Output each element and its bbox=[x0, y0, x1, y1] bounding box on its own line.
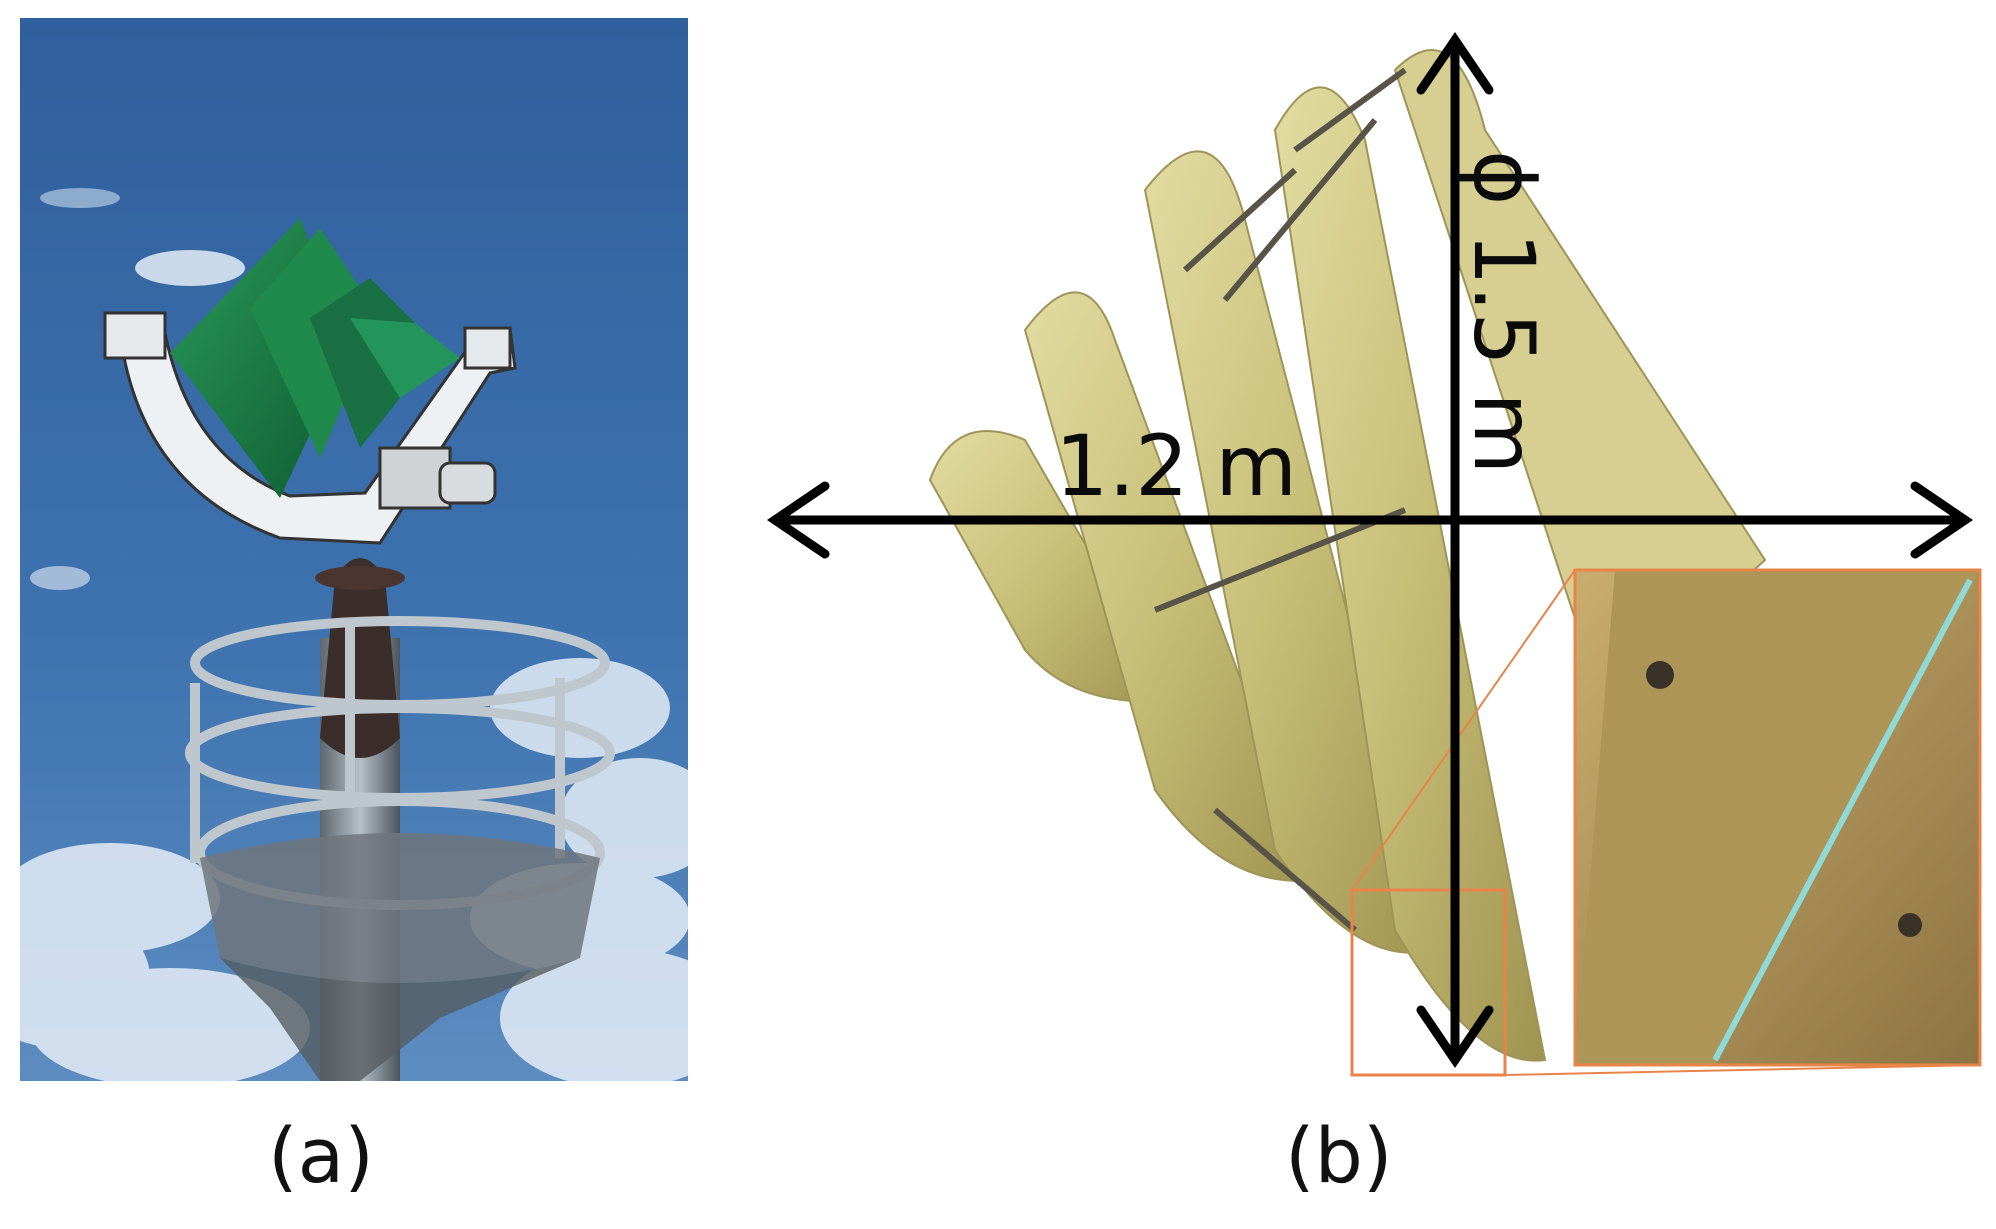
caption-a: (a) bbox=[268, 1111, 374, 1200]
blade-figure: 1.2 m ϕ 1.5 m bbox=[766, 31, 1982, 1077]
helical-blade bbox=[928, 49, 1767, 1062]
zoom-source-box bbox=[1350, 888, 1507, 1077]
turbine-photo bbox=[20, 18, 688, 1081]
caption-b: (b) bbox=[1285, 1111, 1393, 1200]
turbine-frame bbox=[118, 326, 517, 545]
platform-grate bbox=[200, 833, 600, 983]
width-label: 1.2 m bbox=[1055, 417, 1297, 515]
zoom-box bbox=[1573, 568, 1982, 1067]
height-label: ϕ 1.5 m bbox=[1455, 150, 1553, 474]
photo-panel-b: 1.2 m ϕ 1.5 m bbox=[755, 10, 1996, 1095]
photo-panel-a bbox=[20, 18, 688, 1081]
platform-railing bbox=[185, 616, 615, 910]
green-rotor bbox=[170, 218, 460, 498]
dimension-arrows bbox=[766, 31, 1974, 1069]
zoom-inset bbox=[1350, 568, 1982, 1077]
clouds bbox=[20, 188, 688, 1081]
